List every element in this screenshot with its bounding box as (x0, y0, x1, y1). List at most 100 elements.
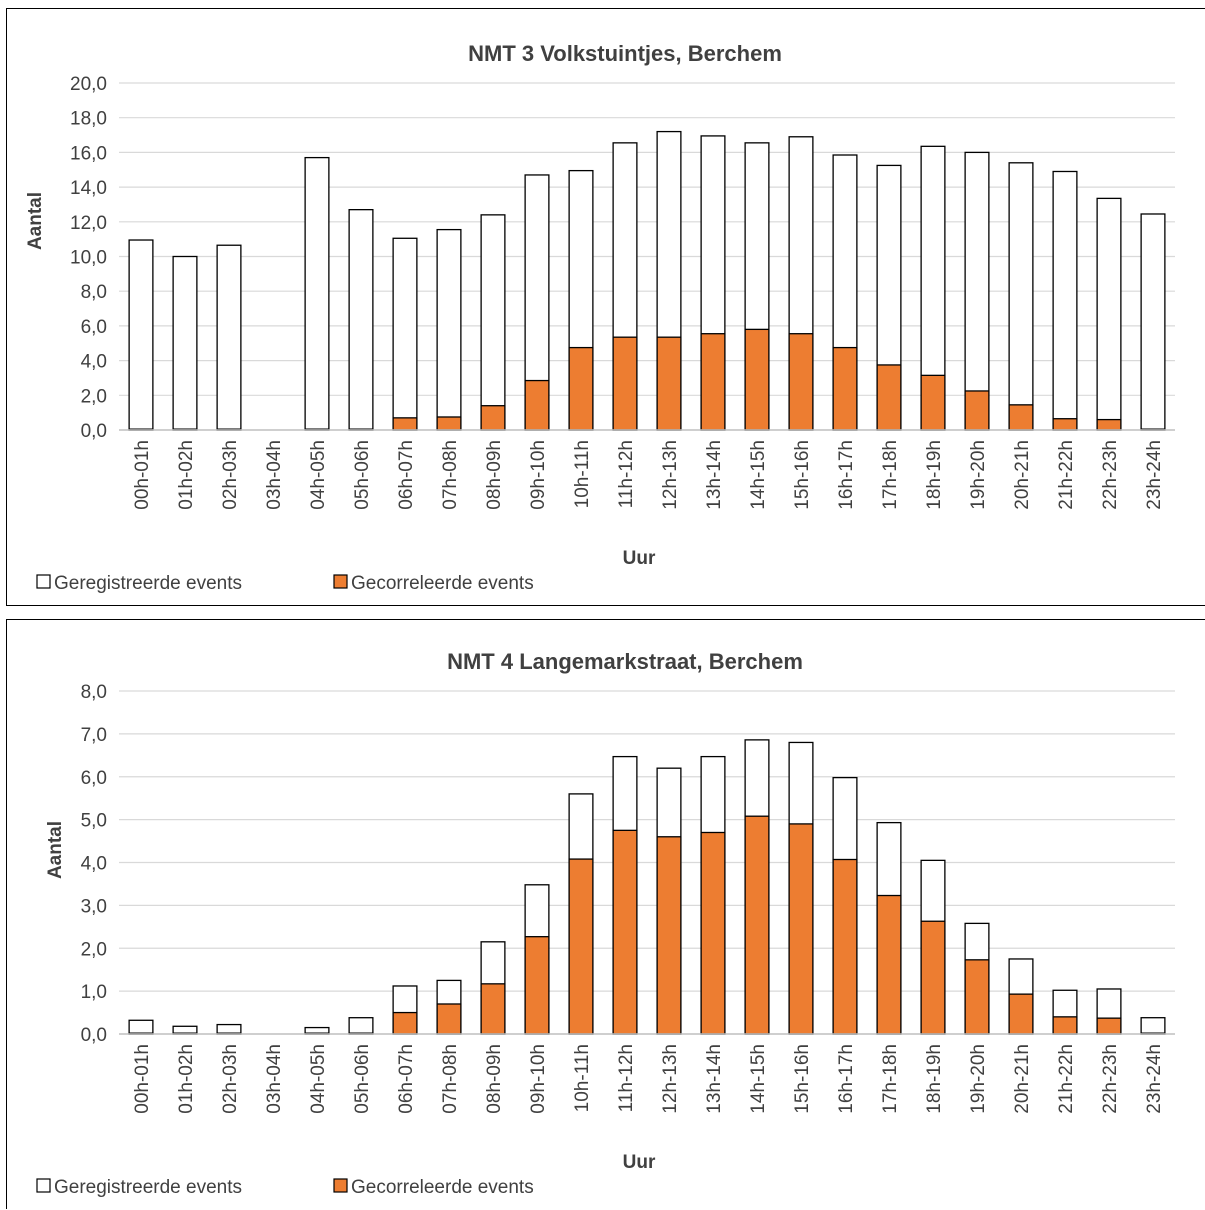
y-tick-label: 6,0 (81, 768, 107, 789)
chart-title: NMT 3 Volkstuintjes, Berchem (468, 41, 782, 66)
x-tick-label: 15h-16h (792, 1044, 813, 1114)
bar-correlated (612, 336, 638, 431)
bar-correlated (524, 936, 550, 1035)
bar-registered (436, 228, 462, 431)
y-tick-label: 0,0 (81, 421, 107, 442)
bar-correlated (920, 374, 946, 431)
x-tick-label: 10h-11h (572, 440, 593, 508)
x-tick-label: 05h-06h (352, 440, 373, 510)
bar-correlated (1008, 993, 1034, 1035)
y-tick-label: 12,0 (70, 213, 107, 234)
y-axis-label: Aantal (25, 192, 46, 250)
bar-correlated (876, 364, 902, 431)
chart-panel-nmt4: NMT 4 Langemarkstraat, Berchem 0,0 1,0 2,0… (6, 619, 1205, 1209)
y-tick-label: 8,0 (81, 682, 107, 703)
x-axis-label: Uur (623, 548, 656, 569)
x-tick-label: 23h-24h (1144, 1044, 1165, 1114)
x-tick-label: 01h-02h (176, 440, 197, 510)
y-gridlines (119, 690, 1175, 992)
bar-correlated (788, 823, 814, 1035)
bar-registered (348, 209, 374, 431)
x-tick-label: 16h-17h (836, 1044, 857, 1114)
chart-nmt3: NMT 3 Volkstuintjes, Berchem 0,0 2,0 4,0 6,… (25, 41, 1175, 594)
x-tick-labels: 00h-01h 01h-02h 02h-03h 03h-04h 04h-05h 05h-0… (132, 1044, 1165, 1114)
x-tick-label: 01h-02h (176, 1044, 197, 1114)
x-tick-label: 12h-13h (660, 440, 681, 510)
y-tick-label: 0,0 (81, 1025, 107, 1046)
y-axis-label: Aantal (45, 821, 66, 879)
bar-correlated (1052, 1016, 1078, 1035)
bar-correlated (832, 858, 858, 1035)
bar-correlated (568, 346, 594, 431)
bar-correlated (744, 328, 770, 431)
x-tick-label: 04h-05h (308, 1044, 329, 1114)
x-tick-label: 20h-21h (1012, 440, 1033, 510)
x-tick-label: 22h-23h (1100, 1044, 1121, 1114)
bar-registered (1140, 213, 1166, 431)
x-tick-label: 00h-01h (132, 440, 153, 510)
chart-title: NMT 4 Langemarkstraat, Berchem (447, 649, 803, 674)
bar-correlated (876, 894, 902, 1035)
legend-swatch-correlated (333, 574, 348, 589)
bar-correlated (1008, 404, 1034, 431)
bar-registered (1008, 162, 1034, 431)
bar-correlated (1052, 418, 1078, 431)
bar-registered (128, 239, 154, 431)
bar-correlated (656, 836, 682, 1035)
bars-registered (128, 130, 1166, 431)
y-tick-label: 18,0 (70, 109, 107, 130)
x-tick-label: 14h-15h (748, 440, 769, 510)
bar-correlated (436, 1003, 462, 1035)
x-tick-label: 11h-12h (616, 1044, 637, 1112)
legend-label-registered: Geregistreerde events (54, 573, 242, 594)
bar-registered (1096, 197, 1122, 431)
y-gridlines (119, 82, 1175, 396)
x-tick-label: 18h-19h (924, 1044, 945, 1114)
x-tick-label: 03h-04h (264, 1044, 285, 1114)
x-tick-label: 16h-17h (836, 440, 857, 510)
y-tick-label: 20,0 (70, 74, 107, 95)
bar-registered (216, 244, 242, 431)
x-tick-label: 11h-12h (616, 440, 637, 508)
bar-correlated (832, 346, 858, 431)
legend-swatch-correlated (333, 1178, 348, 1193)
legend: Geregistreerde events Gecorreleerde even… (36, 1177, 534, 1198)
x-axis-label: Uur (623, 1152, 656, 1173)
x-tick-label: 17h-18h (880, 1044, 901, 1114)
x-tick-label: 09h-10h (528, 1044, 549, 1114)
bar-correlated (1096, 418, 1122, 431)
bar-registered (1052, 170, 1078, 431)
legend-label-correlated: Gecorreleerde events (351, 573, 534, 594)
legend-swatch-registered (36, 574, 51, 589)
y-tick-label: 4,0 (81, 854, 107, 875)
x-tick-label: 20h-21h (1012, 1044, 1033, 1114)
x-tick-label: 02h-03h (220, 440, 241, 510)
y-tick-label: 4,0 (81, 352, 107, 373)
bar-correlated (392, 1011, 418, 1035)
chart-panel-nmt3: NMT 3 Volkstuintjes, Berchem 0,0 2,0 4,0 6,… (6, 8, 1205, 606)
x-tick-label: 12h-13h (660, 1044, 681, 1114)
bars-correlated (128, 328, 1166, 431)
y-tick-label: 7,0 (81, 725, 107, 746)
x-tick-label: 07h-08h (440, 1044, 461, 1114)
bars-correlated (128, 815, 1166, 1035)
x-tick-label: 04h-05h (308, 440, 329, 510)
x-tick-label: 03h-04h (264, 440, 285, 510)
bar-correlated (700, 831, 726, 1035)
x-tick-label: 15h-16h (792, 440, 813, 510)
y-tick-label: 6,0 (81, 317, 107, 338)
y-tick-label: 16,0 (70, 143, 107, 164)
x-tick-labels: 00h-01h 01h-02h 02h-03h 03h-04h 04h-05h 05h-0… (132, 440, 1165, 510)
bar-correlated (480, 405, 506, 431)
legend-label-registered: Geregistreerde events (54, 1177, 242, 1198)
y-tick-labels: 0,0 2,0 4,0 6,0 8,0 10,0 12,0 14,0 16,0 18,0 20,0 (70, 74, 107, 442)
y-tick-label: 1,0 (81, 982, 107, 1003)
bar-correlated (656, 336, 682, 431)
y-tick-label: 8,0 (81, 282, 107, 303)
bar-registered (1140, 1017, 1166, 1035)
x-tick-label: 21h-22h (1056, 440, 1077, 510)
x-tick-label: 13h-14h (704, 440, 725, 510)
bar-registered (392, 237, 418, 431)
bar-registered (348, 1017, 374, 1035)
x-tick-label: 07h-08h (440, 440, 461, 510)
